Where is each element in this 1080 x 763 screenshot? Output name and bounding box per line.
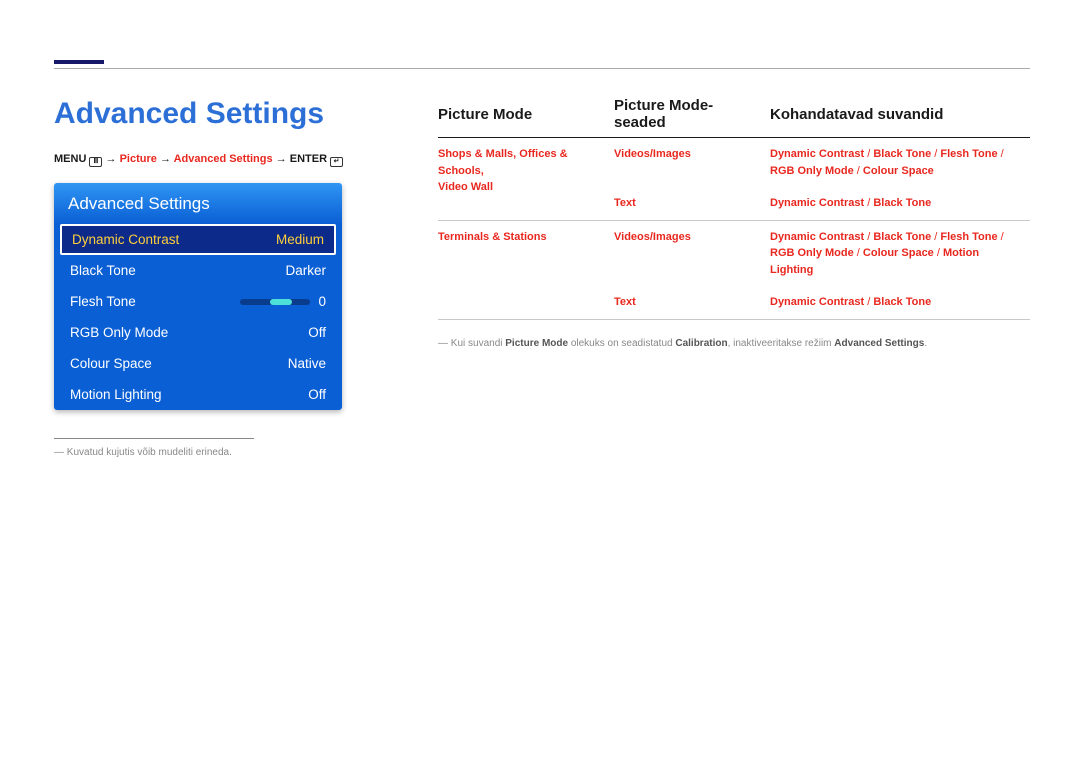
cell-picture-mode-seaded: Videos/Images: [614, 138, 770, 188]
bc-advanced: Advanced Settings: [174, 153, 273, 165]
cell-options: Dynamic Contrast / Black Tone: [770, 286, 1030, 319]
bc-arrow: →: [106, 153, 120, 165]
row-value: Medium: [276, 232, 324, 247]
fn-text: .: [924, 338, 927, 349]
panel-caption: Kuvatud kujutis võib mudeliti erineda.: [54, 447, 394, 458]
row-label: RGB Only Mode: [70, 325, 168, 340]
fn-bold: Calibration: [675, 338, 727, 349]
row-label: Black Tone: [70, 263, 136, 278]
panel-row[interactable]: Black Tone Darker: [54, 255, 342, 286]
cell-picture-mode: Shops & Malls, Offices & Schools,Video W…: [438, 138, 614, 221]
panel-title: Advanced Settings: [54, 183, 342, 224]
row-value: 0: [318, 294, 326, 309]
page-title: Advanced Settings: [54, 97, 394, 131]
menu-icon: Ⅲ: [89, 157, 102, 167]
options-table: Picture Mode Picture Mode-seaded Kohanda…: [438, 97, 1030, 320]
row-label: Motion Lighting: [70, 387, 162, 402]
footnote: Kui suvandi Picture Mode olekuks on sead…: [438, 336, 1030, 351]
bc-menu: MENU: [54, 153, 86, 165]
cell-options: Dynamic Contrast / Black Tone / Flesh To…: [770, 220, 1030, 286]
th-picture-mode-seaded: Picture Mode-seaded: [614, 97, 770, 138]
bc-picture: Picture: [120, 153, 157, 165]
fn-text: , inaktiveeritakse režiim: [728, 338, 835, 349]
panel-row[interactable]: RGB Only Mode Off: [54, 317, 342, 348]
fn-text: Kui suvandi: [451, 338, 505, 349]
bc-arrow: →: [160, 153, 174, 165]
row-label: Dynamic Contrast: [72, 232, 179, 247]
row-value: Native: [288, 356, 326, 371]
fn-text: olekuks on seadistatud: [568, 338, 675, 349]
cell-picture-mode-seaded: Text: [614, 286, 770, 319]
row-label: Colour Space: [70, 356, 152, 371]
bc-arrow: →: [276, 153, 290, 165]
cell-picture-mode-seaded: Videos/Images: [614, 220, 770, 286]
panel-row[interactable]: Motion Lighting Off: [54, 379, 342, 410]
cell-picture-mode-seaded: Text: [614, 187, 770, 220]
panel-row[interactable]: Dynamic Contrast Medium: [60, 224, 336, 255]
th-kohandatavad: Kohandatavad suvandid: [770, 97, 1030, 138]
settings-panel: Advanced Settings Dynamic Contrast Medium…: [54, 183, 342, 410]
fn-bold: Picture Mode: [505, 338, 568, 349]
enter-icon: ↵: [330, 157, 343, 167]
header-rule: [54, 68, 1030, 69]
row-value: Off: [308, 387, 326, 402]
panel-row[interactable]: Flesh Tone 0: [54, 286, 342, 317]
slider-track[interactable]: [240, 299, 310, 305]
panel-row[interactable]: Colour Space Native: [54, 348, 342, 379]
cell-options: Dynamic Contrast / Black Tone: [770, 187, 1030, 220]
th-picture-mode: Picture Mode: [438, 97, 614, 138]
header-accent: [54, 60, 104, 64]
row-label: Flesh Tone: [70, 294, 136, 309]
breadcrumb: MENU Ⅲ → Picture → Advanced Settings → E…: [54, 153, 394, 167]
footnote-divider: [54, 438, 254, 439]
bc-enter: ENTER: [290, 153, 327, 165]
cell-options: Dynamic Contrast / Black Tone / Flesh To…: [770, 138, 1030, 188]
row-value: Darker: [285, 263, 326, 278]
row-value: Off: [308, 325, 326, 340]
fn-bold: Advanced Settings: [834, 338, 924, 349]
cell-picture-mode: Terminals & Stations: [438, 220, 614, 319]
